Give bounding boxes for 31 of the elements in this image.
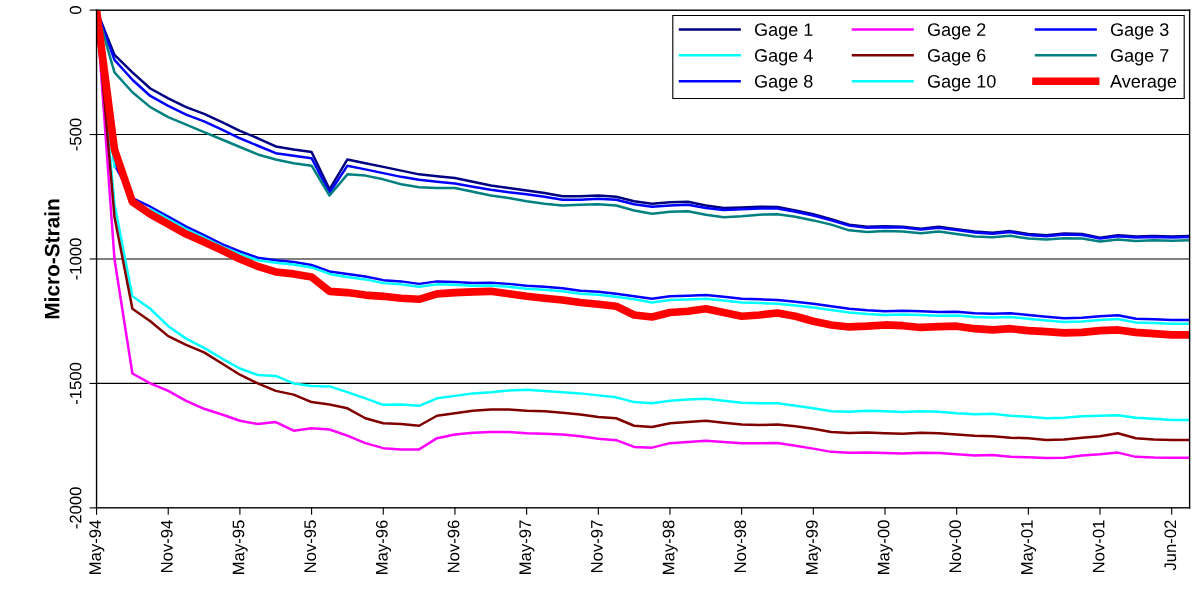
y-tick-label: -1000 bbox=[69, 238, 82, 280]
y-tick-label: -1500 bbox=[69, 362, 82, 404]
legend-label: Average bbox=[1110, 75, 1177, 92]
y-axis-title: Micro-Strain bbox=[44, 199, 60, 319]
x-tick-label: May-99 bbox=[805, 520, 822, 574]
x-tick-label: Jun-02 bbox=[1164, 520, 1177, 571]
x-tick-label: Nov-98 bbox=[734, 520, 747, 573]
legend-label: Gage 4 bbox=[754, 49, 813, 66]
y-tick-label: -2000 bbox=[69, 487, 82, 529]
x-tick-label: May-98 bbox=[662, 520, 678, 574]
legend-label: Gage 2 bbox=[927, 23, 986, 40]
x-tick-label: Nov-97 bbox=[590, 520, 603, 573]
legend-label: Gage 8 bbox=[754, 74, 813, 92]
x-tick-label: Nov-94 bbox=[160, 520, 173, 573]
x-tick-label: May-94 bbox=[89, 520, 105, 574]
x-tick-label: Nov-95 bbox=[304, 520, 317, 573]
x-tick-label: May-01 bbox=[1021, 520, 1037, 574]
legend-label: Gage 1 bbox=[754, 23, 813, 40]
x-tick-label: May-97 bbox=[519, 520, 535, 574]
x-tick-label: Nov-01 bbox=[1092, 520, 1105, 573]
legend-label: Gage 7 bbox=[1110, 49, 1169, 66]
x-tick-label: May-95 bbox=[232, 520, 248, 574]
x-tick-label: Nov-00 bbox=[949, 520, 962, 573]
x-tick-label: May-96 bbox=[375, 520, 392, 574]
legend-label: Gage 3 bbox=[1110, 23, 1169, 40]
x-tick-label: Nov-96 bbox=[447, 520, 460, 573]
legend-label: Gage 10 bbox=[927, 74, 996, 92]
y-tick-label: -500 bbox=[69, 118, 82, 151]
legend-label: Gage 6 bbox=[927, 49, 986, 66]
y-tick-label: 0 bbox=[69, 6, 82, 15]
x-tick-label: May-00 bbox=[877, 520, 893, 574]
